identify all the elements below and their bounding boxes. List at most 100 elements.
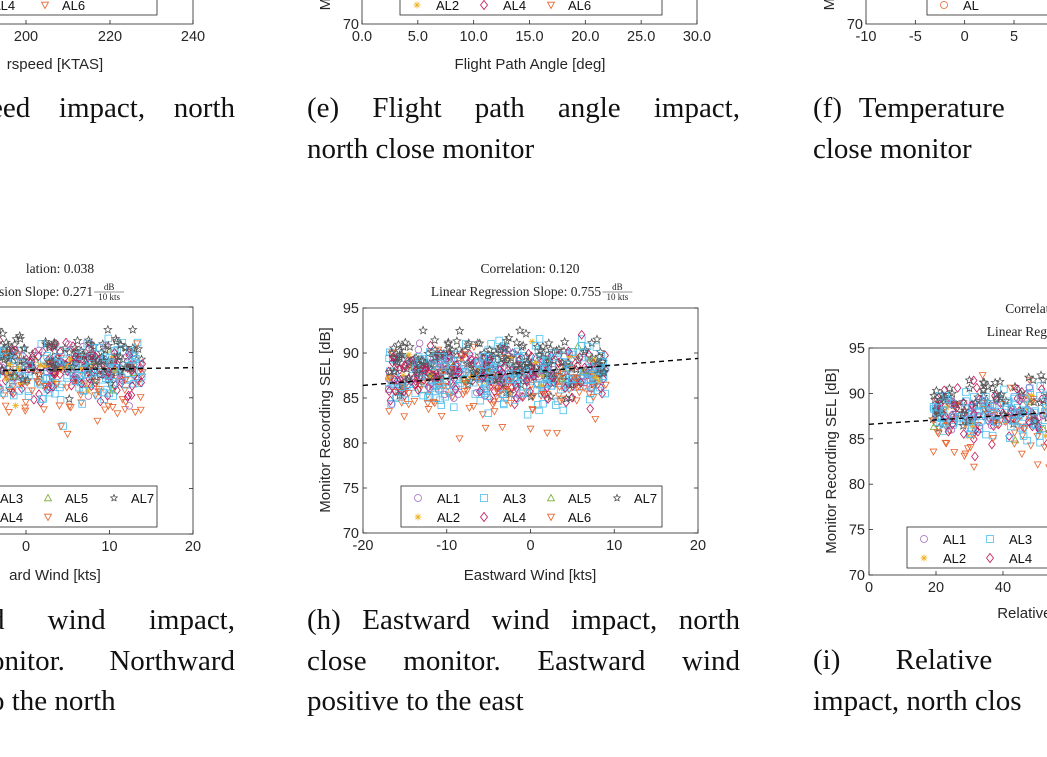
scatter-point-al1	[407, 359, 416, 367]
scatter-point-al3	[539, 400, 547, 408]
legend-marker-al2	[413, 1, 421, 9]
scatter-point-al3	[559, 406, 568, 415]
scatter-point-al3	[450, 403, 458, 411]
legend-label: AL4	[0, 0, 15, 13]
slope-unit-numerator: dB	[104, 282, 115, 292]
scatter-point-al7	[90, 360, 101, 370]
scatter-point-al3	[101, 353, 110, 361]
scatter-point-al3	[109, 380, 118, 388]
scatter-point-al2	[111, 366, 118, 374]
scatter-point-al7	[1, 337, 12, 347]
scatter-point-al7	[505, 388, 516, 398]
legend-label: AL6	[62, 0, 85, 13]
x-tick-label: 20	[928, 580, 944, 596]
caption-h: (h) Eastward wind impact, north close mo…	[307, 600, 740, 722]
scatter-point-al7	[500, 343, 510, 353]
scatter-point-al6	[80, 380, 89, 388]
scatter-point-al1	[415, 339, 424, 347]
legend-label: AL5	[65, 491, 88, 506]
scatter-point-al7	[518, 361, 529, 371]
scatter-point-al7	[592, 334, 602, 344]
scatter-point-al6	[481, 424, 490, 433]
scatter-point-al3	[474, 358, 482, 367]
scatter-point-al3	[495, 336, 503, 345]
scatter-point-al4	[77, 378, 86, 389]
scatter-point-al3	[0, 347, 6, 356]
chart-panel-i: 70 75 80 85 90 95 0 20 40 Relative Hu Monitor Reco…	[823, 301, 1047, 622]
scatter-point-al6	[39, 406, 48, 414]
scatter-point-al3	[986, 400, 994, 408]
scatter-point-al4	[51, 368, 60, 379]
scatter-point-al6	[32, 378, 41, 386]
y-tick-label: 85	[343, 391, 359, 407]
scatter-point-al3	[939, 427, 947, 435]
x-tick-label: 10.0	[460, 29, 488, 45]
scatter-point-al6	[492, 393, 501, 402]
legend: AL2 AL4 AL6	[399, 0, 663, 16]
scatter-point-al4	[104, 367, 113, 378]
x-tick-label: 25.0	[627, 29, 655, 45]
caption-line: (h) Eastward wind impact, north	[307, 604, 740, 636]
scatter-point-al1	[986, 414, 995, 423]
legend-box	[906, 526, 1047, 569]
scatter-point-al5	[1026, 398, 1035, 406]
scatter-point-al6	[460, 351, 469, 359]
scatter-point-al1	[35, 346, 43, 355]
scatter-point-al6	[1017, 450, 1026, 458]
legend-label: AL6	[568, 0, 591, 13]
scatter-point-al1	[450, 394, 458, 402]
scatter-point-al6	[978, 372, 987, 380]
legend-marker-al6	[40, 1, 50, 10]
scatter-point-al7	[1042, 391, 1047, 400]
scatter-point-al7	[484, 344, 495, 355]
scatter-point-al4	[479, 371, 488, 382]
scatter-point-al3	[59, 422, 67, 430]
scatter-point-al3	[1003, 402, 1011, 410]
scatter-point-al7	[44, 357, 54, 367]
scatter-point-al7	[518, 340, 528, 350]
scatter-point-al7	[594, 351, 604, 361]
scatter-point-al4	[519, 371, 528, 382]
scatter-point-al7	[967, 415, 978, 426]
scatter-point-al7	[579, 346, 590, 357]
scatter-point-al6	[1033, 433, 1042, 441]
scatter-point-al7	[465, 376, 475, 386]
scatter-point-al7	[466, 359, 477, 369]
scatter-point-al6	[93, 417, 102, 426]
scatter-point-al4	[970, 434, 978, 445]
scatter-point-al2	[17, 380, 25, 388]
x-tick-label: 220	[98, 29, 122, 45]
scatter-point-al4	[391, 386, 400, 397]
scatter-points	[928, 370, 1047, 471]
scatter-point-al6	[21, 399, 30, 407]
scatter-point-al6	[437, 412, 446, 421]
scatter-point-al2	[1042, 432, 1047, 440]
scatter-point-al7	[100, 345, 111, 355]
scatter-point-al7	[400, 337, 411, 347]
scatter-point-al4	[385, 386, 393, 397]
y-tick-label: 90	[849, 386, 865, 402]
scatter-point-al3	[438, 367, 447, 376]
scatter-point-al4	[941, 411, 950, 422]
legend-label: AL3	[0, 491, 23, 506]
scatter-point-al4	[512, 392, 521, 403]
scatter-point-al4	[389, 352, 398, 362]
x-tick-label: 10	[101, 539, 117, 555]
scatter-point-al3	[1010, 394, 1018, 403]
scatter-point-al6	[136, 394, 145, 402]
legend-label: AL6	[568, 510, 591, 525]
scatter-point-al7	[405, 341, 415, 351]
scatter-point-al3	[71, 377, 79, 386]
scatter-point-al6	[23, 379, 32, 387]
scatter-point-al3	[96, 343, 104, 352]
scatter-point-al4	[543, 382, 552, 393]
scatter-point-al5	[460, 375, 469, 383]
scatter-point-al4	[72, 357, 80, 368]
scatter-point-al2	[969, 422, 976, 430]
scatter-point-al4	[522, 375, 531, 386]
scatter-point-al4	[1019, 407, 1028, 418]
scatter-point-al6	[430, 400, 439, 408]
scatter-point-al6	[136, 406, 145, 415]
legend: AL4 AL6	[0, 0, 158, 16]
